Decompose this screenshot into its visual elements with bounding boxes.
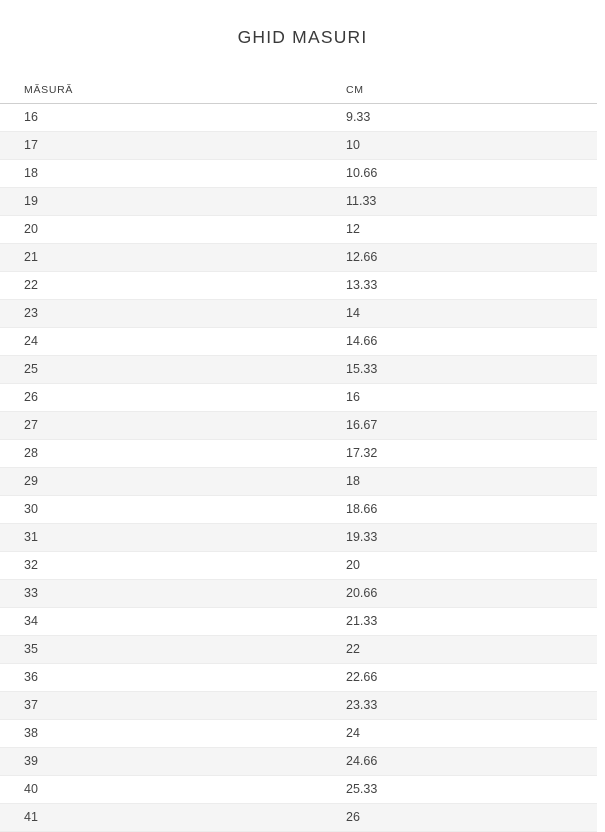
cell-masura: 29 xyxy=(0,467,322,496)
cell-cm: 24.66 xyxy=(322,747,597,776)
size-guide-table: MĂSURĂ CM 16 9.33 17 10 18 10.66 19 11.33 20 12 21… xyxy=(0,84,597,832)
page-title: GHID MASURI xyxy=(237,27,368,47)
table-row: 36 22.66 xyxy=(0,663,597,692)
table-row: 35 22 xyxy=(0,635,597,664)
table-row: 39 24.66 xyxy=(0,747,597,776)
table-header: MĂSURĂ CM xyxy=(0,84,597,104)
table-row: 17 10 xyxy=(0,131,597,160)
column-header-masura: MĂSURĂ xyxy=(0,84,322,104)
table-row: 24 14.66 xyxy=(0,327,597,356)
table-body: 16 9.33 17 10 18 10.66 19 11.33 20 12 21 12.66 22 13.… xyxy=(0,103,597,832)
cell-masura: 24 xyxy=(0,327,322,356)
table-row: 23 14 xyxy=(0,299,597,328)
cell-cm: 20 xyxy=(322,551,597,580)
cell-cm: 10 xyxy=(322,131,597,160)
cell-masura: 26 xyxy=(0,383,322,412)
cell-cm: 12 xyxy=(322,215,597,244)
cell-masura: 17 xyxy=(0,131,322,160)
cell-masura: 36 xyxy=(0,663,322,692)
table-row: 31 19.33 xyxy=(0,523,597,552)
cell-masura: 16 xyxy=(0,103,322,132)
table-row: 29 18 xyxy=(0,467,597,496)
cell-cm: 19.33 xyxy=(322,523,597,552)
cell-masura: 25 xyxy=(0,355,322,384)
cell-cm: 22.66 xyxy=(322,663,597,692)
cell-masura: 35 xyxy=(0,635,322,664)
cell-masura: 27 xyxy=(0,411,322,440)
cell-cm: 24 xyxy=(322,719,597,748)
cell-cm: 9.33 xyxy=(322,103,597,132)
table-header-row: MĂSURĂ CM xyxy=(0,84,597,104)
cell-cm: 13.33 xyxy=(322,271,597,300)
cell-masura: 37 xyxy=(0,691,322,720)
cell-cm: 18.66 xyxy=(322,495,597,524)
table-row: 26 16 xyxy=(0,383,597,412)
cell-masura: 23 xyxy=(0,299,322,328)
table-row: 25 15.33 xyxy=(0,355,597,384)
cell-masura: 34 xyxy=(0,607,322,636)
cell-cm: 16.67 xyxy=(322,411,597,440)
cell-cm: 25.33 xyxy=(322,775,597,804)
table-row: 38 24 xyxy=(0,719,597,748)
table-row: 40 25.33 xyxy=(0,775,597,804)
cell-masura: 40 xyxy=(0,775,322,804)
table-row: 20 12 xyxy=(0,215,597,244)
cell-cm: 16 xyxy=(322,383,597,412)
cell-cm: 15.33 xyxy=(322,355,597,384)
table-row: 16 9.33 xyxy=(0,103,597,132)
cell-cm: 10.66 xyxy=(322,159,597,188)
column-header-cm: CM xyxy=(322,84,597,104)
cell-masura: 20 xyxy=(0,215,322,244)
table-row: 37 23.33 xyxy=(0,691,597,720)
cell-masura: 41 xyxy=(0,803,322,832)
cell-cm: 11.33 xyxy=(322,187,597,216)
table-row: 33 20.66 xyxy=(0,579,597,608)
cell-cm: 21.33 xyxy=(322,607,597,636)
cell-masura: 22 xyxy=(0,271,322,300)
table-row: 19 11.33 xyxy=(0,187,597,216)
cell-masura: 33 xyxy=(0,579,322,608)
table-row: 21 12.66 xyxy=(0,243,597,272)
table-row: 32 20 xyxy=(0,551,597,580)
table-row: 28 17.32 xyxy=(0,439,597,468)
table-row: 22 13.33 xyxy=(0,271,597,300)
table-row: 41 26 xyxy=(0,803,597,832)
cell-masura: 28 xyxy=(0,439,322,468)
cell-cm: 17.32 xyxy=(322,439,597,468)
cell-cm: 14 xyxy=(322,299,597,328)
table-row: 30 18.66 xyxy=(0,495,597,524)
cell-cm: 18 xyxy=(322,467,597,496)
cell-cm: 23.33 xyxy=(322,691,597,720)
cell-cm: 14.66 xyxy=(322,327,597,356)
cell-cm: 26 xyxy=(322,803,597,832)
cell-masura: 31 xyxy=(0,523,322,552)
table-row: 27 16.67 xyxy=(0,411,597,440)
cell-masura: 18 xyxy=(0,159,322,188)
cell-cm: 20.66 xyxy=(322,579,597,608)
cell-masura: 19 xyxy=(0,187,322,216)
cell-masura: 21 xyxy=(0,243,322,272)
cell-masura: 39 xyxy=(0,747,322,776)
cell-masura: 30 xyxy=(0,495,322,524)
table-row: 34 21.33 xyxy=(0,607,597,636)
cell-cm: 12.66 xyxy=(322,243,597,272)
size-table-container: MĂSURĂ CM 16 9.33 17 10 18 10.66 19 11.33 20 12 21… xyxy=(0,84,605,832)
table-row: 18 10.66 xyxy=(0,159,597,188)
cell-cm: 22 xyxy=(322,635,597,664)
cell-masura: 32 xyxy=(0,551,322,580)
cell-masura: 38 xyxy=(0,719,322,748)
